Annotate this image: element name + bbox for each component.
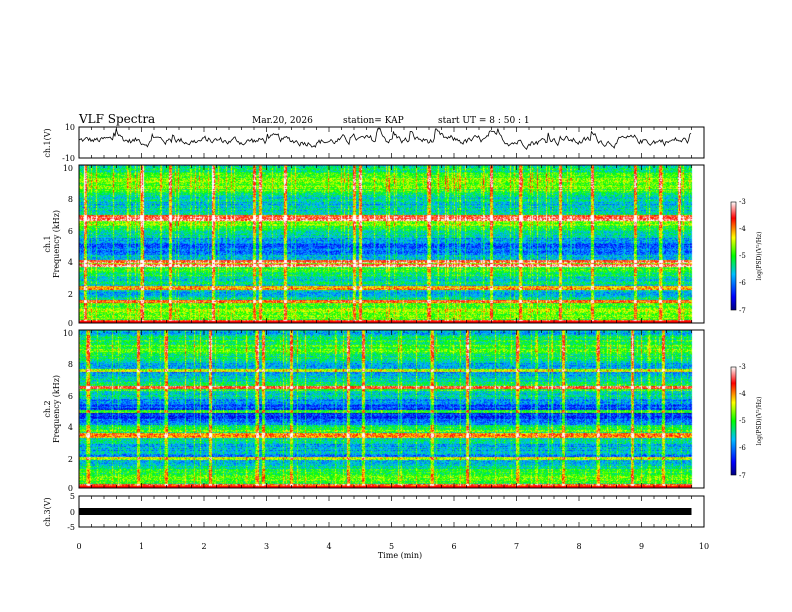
x-tick-3: 3 <box>264 542 269 551</box>
x-tick-0: 0 <box>76 542 81 551</box>
time-axis-ticks <box>78 127 705 527</box>
ch2-cb-tick-m3: -3 <box>739 363 746 371</box>
ch1-waveform-line <box>78 128 692 151</box>
ch1-frequency-label: Frequency (kHz) <box>52 210 61 278</box>
x-tick-5: 5 <box>389 542 394 551</box>
date-label: Mar.20, 2026 <box>252 116 313 126</box>
ch1-ytick-top: 10 <box>65 123 75 132</box>
x-tick-4: 4 <box>326 542 331 551</box>
ch3-waveform-ylabel: ch.3(V) <box>43 497 52 526</box>
ch1-channel-label: ch.1 <box>43 235 52 252</box>
ch1-spectrogram-image <box>79 165 704 323</box>
ch1-waveform-panel: 10 -10 ch.1(V) <box>43 123 705 163</box>
ch2-freq-tick-6: 6 <box>68 392 73 401</box>
ch1-waveform-ylabel: ch.1(V) <box>43 128 52 157</box>
ch1-cb-tick-m7: -7 <box>739 307 746 315</box>
ch3-ytick-bottom: -5 <box>67 523 75 532</box>
start-time-label: start UT = 8 : 50 : 1 <box>438 116 530 126</box>
ch2-spectrogram-image <box>79 330 704 488</box>
ch2-cb-tick-m4: -4 <box>739 390 746 398</box>
x-tick-9: 9 <box>639 542 644 551</box>
x-tick-10: 10 <box>699 542 709 551</box>
ch1-cb-tick-m6: -6 <box>739 279 746 287</box>
plot-title: VLF Spectra <box>78 112 155 126</box>
ch1-cb-tick-m4: -4 <box>739 225 746 233</box>
ch3-waveform-panel: 5 0 -5 ch.3(V) <box>43 492 705 532</box>
ch2-freq-tick-8: 8 <box>68 360 73 369</box>
ch2-cb-tick-m5: -5 <box>739 417 746 425</box>
ch2-colorbar <box>730 366 737 476</box>
ch2-frequency-label: Frequency (kHz) <box>52 375 61 443</box>
ch1-cb-tick-m3: -3 <box>739 198 746 206</box>
ch3-ytick-top: 5 <box>70 492 75 501</box>
ch2-freq-tick-4: 4 <box>68 423 73 432</box>
ch3-ytick-mid: 0 <box>70 508 75 517</box>
ch1-freq-tick-8: 8 <box>68 195 73 204</box>
ch1-colorbar <box>730 201 737 311</box>
ch1-freq-tick-4: 4 <box>68 258 73 267</box>
x-axis-label: Time (min) <box>378 551 422 560</box>
x-tick-1: 1 <box>139 542 144 551</box>
x-tick-8: 8 <box>576 542 581 551</box>
x-tick-2: 2 <box>201 542 206 551</box>
x-tick-7: 7 <box>514 542 519 551</box>
ch1-colorbar-label: log(PSD)(V²/Hz) <box>756 232 763 281</box>
ch1-freq-tick-2: 2 <box>68 290 73 299</box>
station-label: station= KAP <box>343 116 404 126</box>
ch2-channel-label: ch.2 <box>43 400 52 417</box>
ch2-colorbar-label: log(PSD)(V²/Hz) <box>756 397 763 446</box>
time-axis-labels: 0 1 2 3 4 5 6 7 8 9 10 Time (min) <box>76 542 709 560</box>
ch3-waveform-line <box>79 508 692 515</box>
ch2-freq-tick-0: 0 <box>68 484 73 493</box>
ch2-cb-tick-m6: -6 <box>739 444 746 452</box>
x-tick-6: 6 <box>451 542 456 551</box>
ch1-cb-tick-m5: -5 <box>739 252 746 260</box>
ch1-freq-tick-6: 6 <box>68 227 73 236</box>
ch1-spectrogram-panel: 10 8 6 4 2 0 ch.1 Frequency (kHz) -3 -4 … <box>43 164 763 328</box>
ch2-freq-tick-10: 10 <box>63 329 73 338</box>
ch1-freq-tick-0: 0 <box>68 319 73 328</box>
ch1-ytick-bottom: -10 <box>62 154 75 163</box>
ch2-cb-tick-m7: -7 <box>739 472 746 480</box>
ch2-spectrogram-panel: 10 8 6 4 2 0 ch.2 Frequency (kHz) -3 -4 … <box>43 329 763 493</box>
ch1-freq-tick-10: 10 <box>63 164 73 173</box>
ch2-freq-tick-2: 2 <box>68 455 73 464</box>
